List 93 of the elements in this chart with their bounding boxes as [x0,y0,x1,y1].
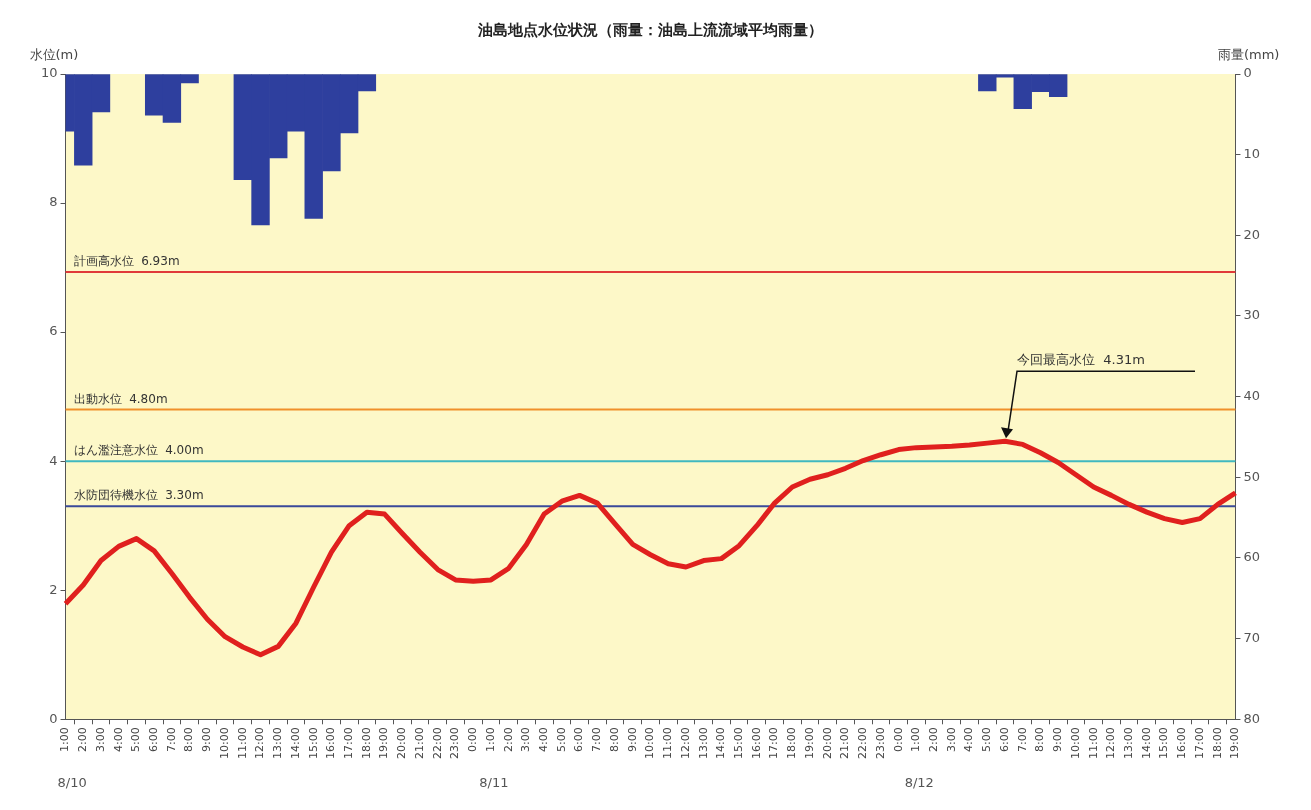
x-tick-label: 0:00 [466,727,480,752]
x-tick-label: 11:00 [1086,727,1100,759]
y-tick-label: 4 [49,452,58,468]
x-tick-label: 20:00 [395,727,409,759]
x-tick-label: 12:00 [1104,727,1118,759]
x-tick-label: 6:00 [997,727,1011,752]
x-tick-label: 22:00 [856,727,870,759]
x-tick-label: 22:00 [430,727,444,759]
x-tick-label: 11:00 [235,727,249,759]
x-tick-label: 4:00 [962,727,976,752]
x-tick-label: 1:00 [58,727,72,752]
x-tick-label: 10:00 [1068,727,1082,759]
x-tick-label: 15:00 [306,727,320,759]
x-tick-label: 3:00 [944,727,958,752]
x-tick-label: 13:00 [271,727,285,759]
x-tick-label: 10:00 [643,727,657,759]
x-tick-label: 9:00 [1051,727,1065,752]
x-tick-label: 1:00 [483,727,497,752]
x-tick-label: 5:00 [129,727,143,752]
x-tick-label: 8:00 [182,727,196,752]
x-tick-label: 3:00 [93,727,107,752]
x-tick-label: 10:00 [217,727,231,759]
y2-axis-title: 雨量(mm) [1217,46,1280,62]
y2-tick-label: 20 [1243,226,1260,242]
x-tick-label: 14:00 [714,727,728,759]
x-tick-label: 18:00 [1210,727,1224,759]
x-tick-label: 18:00 [785,727,799,759]
x-tick-label: 14:00 [1139,727,1153,759]
y-tick-label: 10 [41,65,58,81]
y-tick-label: 6 [49,323,58,339]
x-tick-label: 19:00 [1228,727,1242,759]
x-tick-label: 23:00 [448,727,462,759]
ref-line-label: はん濫注意水位 4.00m [73,443,204,458]
x-tick-label: 12:00 [678,727,692,759]
x-tick-label: 4:00 [537,727,550,752]
x-tick-label: 8:00 [1033,727,1047,752]
x-tick-label: 17:00 [767,727,781,759]
y-tick-label: 2 [49,581,58,597]
y2-tick-label: 70 [1243,630,1260,646]
x-tick-label: 15:00 [731,727,745,759]
x-tick-label: 15:00 [1157,727,1171,759]
x-tick-label: 19:00 [802,727,816,759]
annotation: 今回最高水位 4.31m [1017,352,1145,368]
y2-tick-label: 30 [1243,307,1260,323]
x-tick-label: 8:00 [607,727,621,752]
x-tick-label: 12:00 [253,727,267,759]
y2-tick-label: 50 [1243,468,1260,484]
x-tick-label: 16:00 [749,727,763,759]
text: 8/10 [57,775,87,791]
x-tick-label: 7:00 [164,727,178,752]
x-tick-label: 19:00 [377,727,391,759]
x-tick-label: 6:00 [147,727,161,752]
x-tick-label: 5:00 [554,727,568,752]
x-tick-label: 4:00 [111,727,125,752]
x-tick-label: 23:00 [873,727,887,759]
y2-tick-label: 80 [1243,710,1260,726]
x-tick-label: 14:00 [288,727,302,759]
x-tick-label: 1:00 [909,727,923,752]
y2-tick-label: 0 [1243,65,1252,81]
x-tick-label: 13:00 [1121,727,1135,759]
ref-line-label: 計画高水位 6.93m [73,254,180,269]
x-tick-label: 7:00 [1015,727,1029,752]
x-tick-label: 0:00 [891,727,905,752]
x-tick-label: 17:00 [1192,727,1206,759]
x-tick-label: 21:00 [412,727,426,759]
x-tick-label: 20:00 [820,727,834,759]
x-tick-label: 16:00 [1175,727,1189,759]
y2-tick-label: 40 [1243,388,1260,404]
x-tick-label: 5:00 [980,727,994,752]
y2-tick-label: 10 [1243,146,1260,162]
x-tick-label: 3:00 [519,727,533,752]
x-tick-label: 9:00 [625,727,639,752]
y-tick-label: 0 [49,710,58,726]
x-tick-label: 11:00 [661,727,675,759]
x-tick-label: 2:00 [76,727,90,752]
y2-tick-label: 60 [1243,549,1260,565]
x-tick-label: 7:00 [590,727,604,752]
y-axis-title: 水位(m) [29,46,79,62]
x-tick-label: 18:00 [359,727,373,759]
ref-line-label: 水防団待機水位 3.30m [73,488,204,503]
x-tick-label: 2:00 [926,727,940,752]
x-tick-label: 13:00 [696,727,710,759]
x-tick-label: 6:00 [572,727,586,752]
x-tick-label: 16:00 [324,727,338,759]
ref-line-label: 出動水位 4.80m [73,391,168,406]
chart-title: 油島地点水位状況（雨量：油島上流流域平均雨量） [477,20,823,39]
x-tick-label: 9:00 [200,727,214,752]
x-tick-label: 2:00 [501,727,515,752]
y-tick-label: 8 [49,194,58,210]
text: 8/11 [479,775,509,791]
x-tick-label: 21:00 [838,727,852,759]
text: 8/12 [904,775,934,791]
x-tick-label: 17:00 [342,727,356,759]
